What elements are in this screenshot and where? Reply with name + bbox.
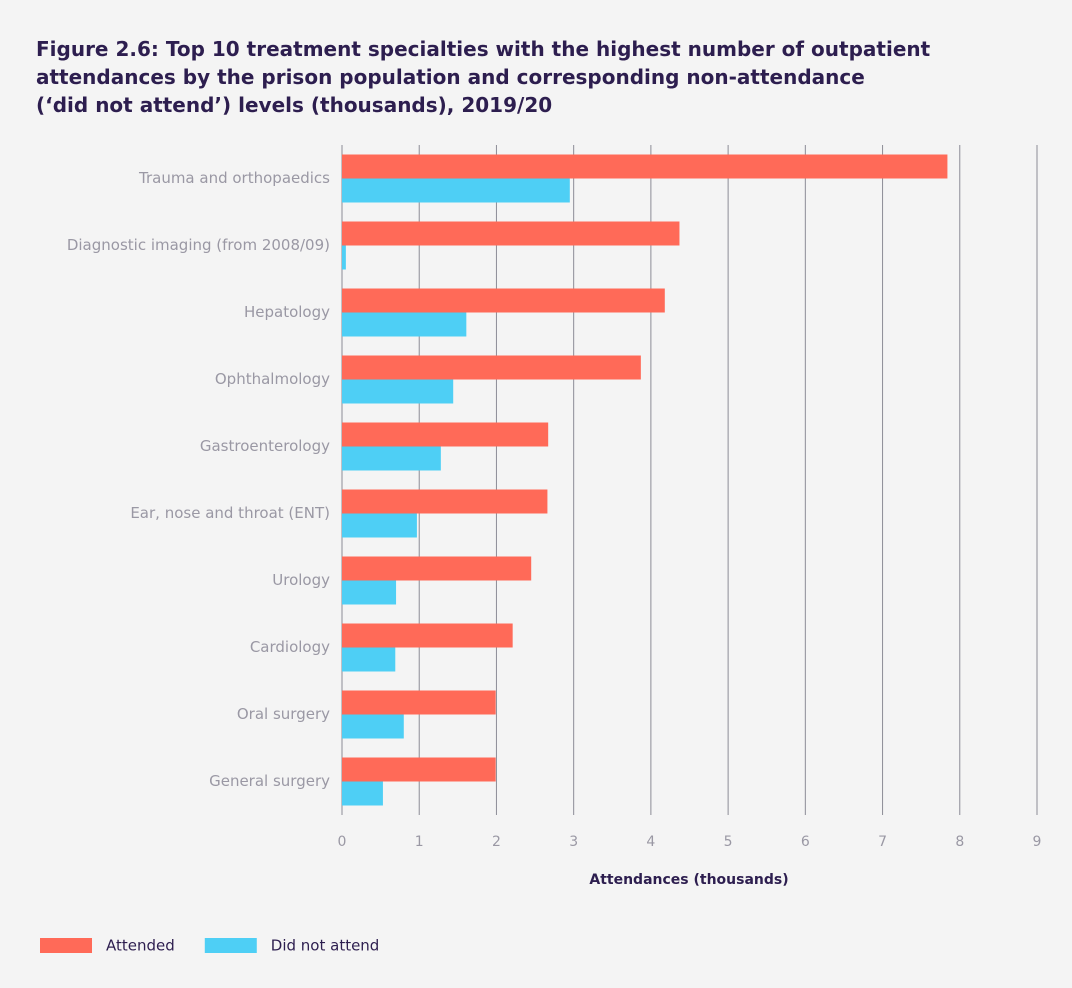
legend-label: Did not attend	[271, 937, 380, 955]
bar	[342, 446, 441, 471]
x-tick-label: 7	[878, 834, 887, 850]
legend-swatch	[204, 938, 257, 953]
legend-swatch	[40, 938, 92, 953]
x-tick-label: 0	[338, 834, 347, 850]
y-tick-label: Oral surgery	[237, 705, 330, 723]
bar	[342, 489, 548, 514]
bar	[342, 580, 397, 605]
bar	[342, 355, 641, 380]
y-tick-label: Diagnostic imaging (from 2008/09)	[67, 236, 330, 254]
y-tick-label: Cardiology	[250, 638, 330, 656]
x-tick-label: 3	[569, 834, 578, 850]
y-tick-label: Gastroenterology	[200, 437, 330, 455]
bar	[342, 781, 383, 806]
bar	[342, 312, 467, 337]
bar	[342, 690, 496, 715]
bar	[342, 623, 513, 648]
legend-label: Attended	[106, 937, 175, 955]
bar	[342, 647, 396, 672]
bar	[342, 245, 346, 270]
bar	[342, 556, 532, 581]
y-tick-label: Ear, nose and throat (ENT)	[130, 504, 330, 522]
y-tick-label: General surgery	[209, 772, 330, 790]
chart-title: (‘did not attend’) levels (thousands), 2…	[36, 93, 552, 117]
x-tick-label: 1	[415, 834, 424, 850]
bar	[342, 178, 570, 203]
bar	[342, 379, 454, 404]
x-tick-label: 6	[801, 834, 810, 850]
chart-title: Figure 2.6: Top 10 treatment specialties…	[36, 37, 931, 61]
y-tick-label: Ophthalmology	[215, 370, 330, 388]
bar	[342, 757, 496, 782]
y-tick-label: Trauma and orthopaedics	[138, 169, 330, 187]
bar	[342, 221, 680, 246]
chart-title: attendances by the prison population and…	[36, 65, 865, 89]
x-tick-label: 5	[724, 834, 733, 850]
bar	[342, 154, 948, 179]
x-tick-label: 9	[1033, 834, 1042, 850]
y-tick-label: Hepatology	[244, 303, 330, 321]
bar	[342, 513, 417, 538]
x-tick-label: 8	[955, 834, 964, 850]
x-tick-label: 4	[646, 834, 655, 850]
x-tick-label: 2	[492, 834, 501, 850]
bar	[342, 714, 404, 739]
x-axis-label: Attendances (thousands)	[589, 872, 788, 888]
bar	[342, 422, 549, 447]
y-tick-label: Urology	[272, 571, 330, 589]
bar	[342, 288, 665, 313]
